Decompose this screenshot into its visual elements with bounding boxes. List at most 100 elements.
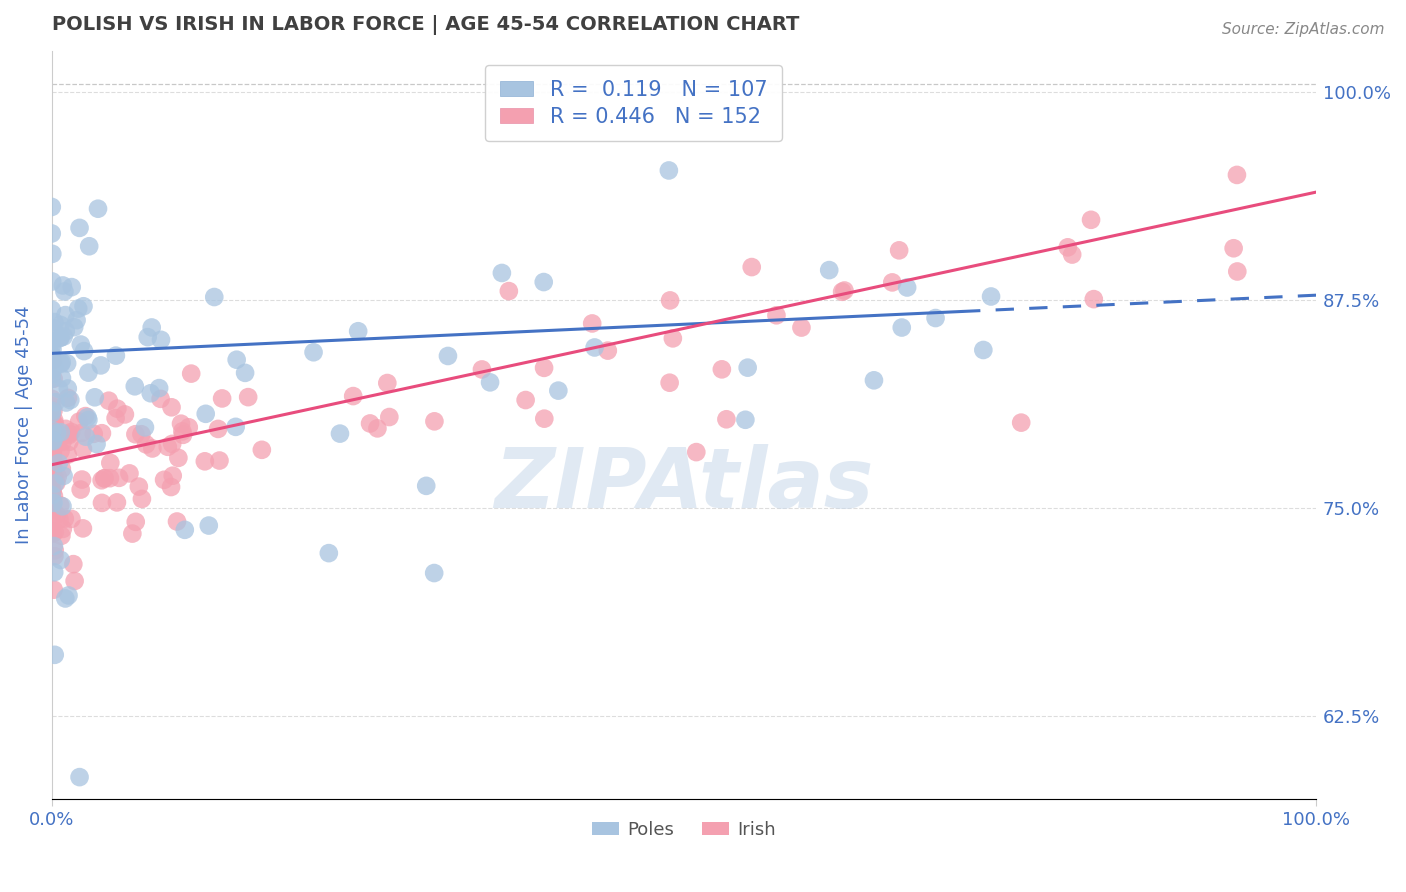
Point [73,344,96,359]
Point [131,491,153,506]
Point [53,591,76,606]
Point [105,495,128,509]
Point [44,549,66,564]
Point [149,392,172,406]
Point [42,321,65,335]
Point [153,473,176,487]
Point [76,410,98,425]
Point [42,453,65,467]
Point [44,469,66,483]
Point [51,371,73,385]
Point [166,515,188,529]
Point [70,473,93,487]
Point [375,376,398,390]
Point [45,475,67,490]
Point [41,458,63,473]
Point [77,413,100,427]
Point [141,320,163,334]
Point [160,480,183,494]
Point [194,407,217,421]
Point [863,373,886,387]
Point [58,434,80,449]
Point [98,456,121,470]
Point [1083,292,1105,306]
Point [167,450,190,465]
Point [889,244,911,258]
Point [69,220,91,235]
Point [65,313,87,327]
Point [42,420,65,434]
Point [366,421,388,435]
Point [44,525,66,540]
Point [46,425,69,440]
Point [44,543,66,558]
Point [121,526,143,541]
Point [44,413,66,427]
Point [56,391,79,405]
Point [533,275,555,289]
Point [98,471,121,485]
Point [177,420,200,434]
Point [134,420,156,434]
Point [70,425,93,440]
Point [162,468,184,483]
Point [207,422,229,436]
Point [41,449,63,463]
Point [42,496,65,510]
Point [685,445,707,459]
Point [86,437,108,451]
Point [42,582,65,597]
Point [41,424,63,438]
Point [225,420,247,434]
Point [53,512,76,526]
Point [1226,168,1249,182]
Point [583,341,606,355]
Point [55,308,77,322]
Point [211,392,233,406]
Point [55,395,77,409]
Point [342,389,364,403]
Point [41,348,63,362]
Point [105,401,128,416]
Point [834,284,856,298]
Point [150,333,173,347]
Point [49,444,72,458]
Point [882,276,904,290]
Point [347,324,370,338]
Point [72,299,94,313]
Point [41,482,63,496]
Point [108,471,131,485]
Point [60,425,83,439]
Point [77,366,100,380]
Point [91,426,114,441]
Point [41,414,63,428]
Point [42,458,65,473]
Point [42,353,65,368]
Point [658,376,681,390]
Point [44,417,66,432]
Point [41,302,63,317]
Point [41,334,63,348]
Point [250,442,273,457]
Point [415,479,437,493]
Point [972,343,994,357]
Point [90,473,112,487]
Point [104,349,127,363]
Point [173,523,195,537]
Point [44,476,66,491]
Point [49,553,72,567]
Point [42,403,65,417]
Point [51,529,73,543]
Point [141,442,163,456]
Point [233,366,256,380]
Point [63,574,86,588]
Point [41,372,63,386]
Point [93,471,115,485]
Point [42,434,65,449]
Point [41,511,63,525]
Point [41,247,63,261]
Point [67,301,90,316]
Point [41,443,63,458]
Point [790,320,813,334]
Point [41,445,63,459]
